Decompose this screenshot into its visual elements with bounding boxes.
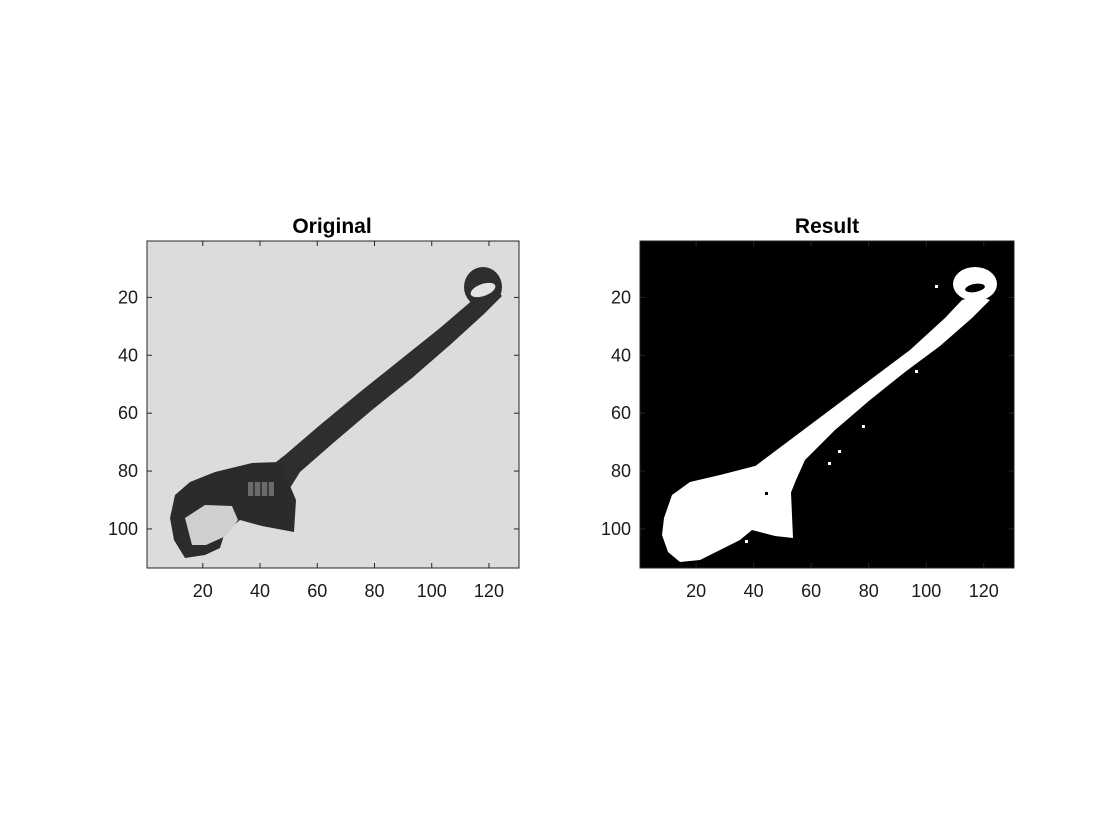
x-tick-label: 40 — [744, 581, 764, 601]
y-tick-label: 80 — [611, 461, 631, 481]
y-tick-label: 60 — [118, 403, 138, 423]
wrench-handle — [253, 285, 502, 488]
mask-jaw-head — [662, 466, 793, 562]
x-tick-label: 20 — [686, 581, 706, 601]
x-tick-label: 60 — [307, 581, 327, 601]
mask-speck-6 — [745, 540, 748, 543]
y-tick-label: 20 — [118, 287, 138, 307]
wrench-jaw-opening — [185, 505, 238, 545]
x-tick-label: 120 — [969, 581, 999, 601]
x-tick-label: 60 — [801, 581, 821, 601]
axes-frame-original — [146, 240, 520, 569]
y-tick-label: 40 — [611, 345, 631, 365]
mask-speck-1 — [828, 462, 831, 465]
x-tick-label: 100 — [417, 581, 447, 601]
mask-speck-3 — [862, 425, 865, 428]
y-tick-label: 100 — [601, 519, 631, 539]
x-tick-label: 100 — [911, 581, 941, 601]
panel-result: Result 20 40 60 80 100 120 20 40 60 80 100 — [601, 215, 1015, 601]
result-image — [640, 241, 1014, 568]
x-tick-label: 40 — [250, 581, 270, 601]
mask-handle — [750, 296, 990, 495]
y-tick-label: 100 — [108, 519, 138, 539]
original-image — [147, 241, 519, 568]
panel-original: Original 20 40 60 80 100 120 20 40 60 80 100 — [108, 215, 520, 601]
mask-speck-2 — [838, 450, 841, 453]
panel-title-original: Original — [292, 215, 371, 238]
tick-group-result: 20 40 60 80 100 120 20 40 60 80 100 — [601, 241, 1014, 601]
mask-hole-speck — [765, 492, 768, 495]
y-tick-label: 20 — [611, 287, 631, 307]
mask-speck-5 — [935, 285, 938, 288]
mask-speck-4 — [915, 370, 918, 373]
y-tick-label: 40 — [118, 345, 138, 365]
x-tick-label: 80 — [364, 581, 384, 601]
wrench-ring-hole — [470, 282, 496, 298]
x-tick-label: 20 — [193, 581, 213, 601]
axes-frame-result — [639, 240, 1015, 569]
y-tick-label: 80 — [118, 461, 138, 481]
x-tick-label: 120 — [474, 581, 504, 601]
y-tick-label: 60 — [611, 403, 631, 423]
mask-ring-hole — [965, 283, 985, 293]
tick-group-original: 20 40 60 80 100 120 20 40 60 80 100 — [108, 241, 519, 601]
panel-title-result: Result — [795, 215, 859, 238]
x-tick-label: 80 — [859, 581, 879, 601]
